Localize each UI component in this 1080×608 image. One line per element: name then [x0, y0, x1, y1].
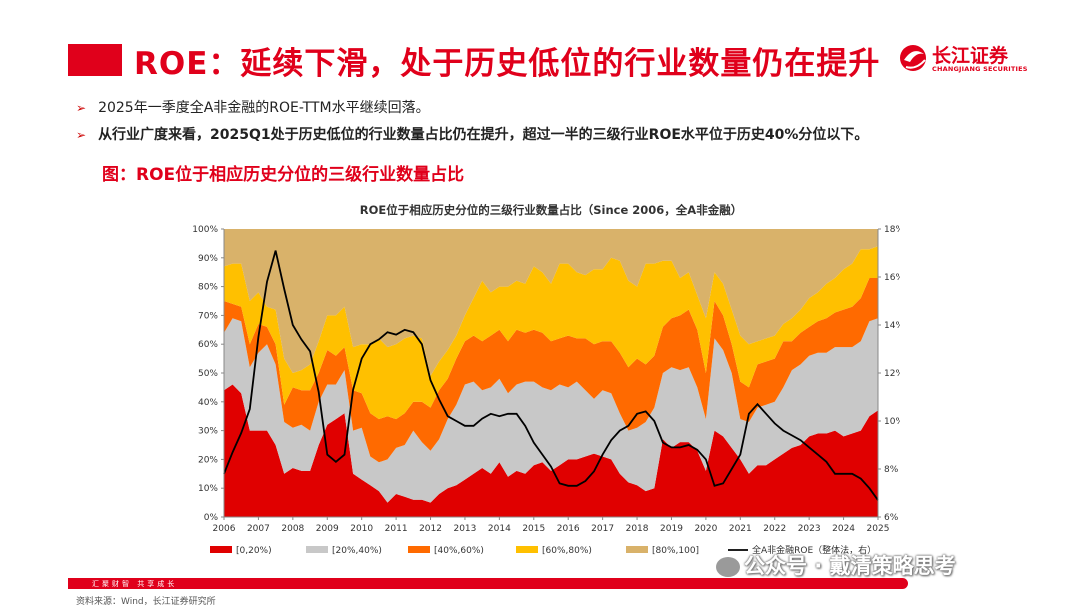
x-tick-label: 2022 [763, 524, 786, 534]
bullet-1: ➢ 2025年一季度全A非金融的ROE-TTM水平继续回落。 [76, 97, 430, 117]
legend-label-4: [60%,80%) [542, 546, 592, 556]
legend-swatch-5 [626, 546, 648, 553]
arrow-bullet-icon: ➢ [76, 101, 87, 115]
legend-label-line: 全A非金融ROE（整体法，右） [752, 544, 876, 556]
y-left-tick-label: 0% [204, 513, 219, 523]
figure-title: 图：ROE位于相应历史分位的三级行业数量占比 [102, 165, 465, 185]
source-note: 资料来源：Wind，长江证券研究所 [76, 597, 216, 607]
chart-title: ROE位于相应历史分位的三级行业数量占比（Since 2006，全A非金融） [360, 203, 742, 217]
y-left-tick-label: 50% [198, 369, 218, 379]
bullet-1-text: 2025年一季度全A非金融的ROE-TTM水平继续回落。 [98, 100, 430, 116]
watermark-text: 公众号 · 戴清策略思考 [744, 554, 956, 578]
area-series-4 [224, 246, 878, 420]
y-left-tick-label: 20% [198, 455, 218, 465]
y-right-tick-label: 12% [884, 369, 900, 379]
footer-slogan: 汇聚财智 共享成长 [92, 580, 178, 588]
watermark: 公众号 · 戴清策略思考 [716, 550, 956, 580]
title-accent-bar [68, 44, 122, 76]
x-tick-label: 2024 [832, 524, 855, 534]
x-tick-label: 2010 [350, 524, 373, 534]
y-right-tick-label: 6% [884, 513, 899, 523]
x-tick-label: 2012 [419, 524, 442, 534]
y-right-tick-label: 8% [884, 465, 899, 475]
legend-label-5: [80%,100] [652, 546, 699, 556]
legend-swatch-3 [408, 546, 430, 553]
x-tick-label: 2011 [385, 524, 408, 534]
x-tick-label: 2018 [626, 524, 649, 534]
logo-mark-icon [900, 45, 926, 71]
bullet-2-text: 从行业广度来看，2025Q1处于历史低位的行业数量占比仍在提升，超过一半的三级行… [98, 127, 869, 143]
y-left-tick-label: 30% [198, 427, 218, 437]
y-right-tick-label: 10% [884, 417, 900, 427]
y-left-tick-label: 100% [192, 225, 218, 235]
x-tick-label: 2006 [213, 524, 236, 534]
x-tick-label: 2008 [281, 524, 304, 534]
y-right-tick-label: 14% [884, 321, 900, 331]
y-left-tick-label: 10% [198, 484, 218, 494]
legend-swatch-1 [210, 546, 232, 553]
page-title: ROE：延续下滑，处于历史低位的行业数量仍在提升 [134, 46, 881, 82]
logo-text: 长江证券 [932, 45, 1009, 67]
wechat-icon [716, 557, 740, 577]
x-tick-label: 2025 [867, 524, 890, 534]
x-tick-label: 2020 [694, 524, 717, 534]
x-tick-label: 2017 [591, 524, 614, 534]
area-series-3 [224, 278, 878, 463]
y-right-tick-label: 18% [884, 225, 900, 235]
x-tick-label: 2013 [453, 524, 476, 534]
x-tick-label: 2019 [660, 524, 683, 534]
logo-subtext: CHANGJIANG SECURITIES [932, 65, 1028, 73]
y-left-tick-label: 60% [198, 340, 218, 350]
x-tick-label: 2021 [729, 524, 752, 534]
area-series-2 [224, 318, 878, 503]
y-right-tick-label: 16% [884, 273, 900, 283]
stacked-area-chart: ROE位于相应历史分位的三级行业数量占比（Since 2006，全A非金融） 20… [192, 203, 900, 556]
legend-swatch-4 [516, 546, 538, 553]
x-tick-label: 2016 [557, 524, 580, 534]
y-left-tick-label: 90% [198, 254, 218, 264]
x-tick-label: 2007 [247, 524, 270, 534]
arrow-bullet-icon: ➢ [76, 128, 87, 142]
legend-label-3: [40%,60%) [434, 546, 484, 556]
y-left-tick-label: 40% [198, 398, 218, 408]
x-tick-label: 2014 [488, 524, 511, 534]
footer-bar [68, 578, 908, 589]
y-left-tick-label: 70% [198, 311, 218, 321]
legend-label-2: [20%,40%) [332, 546, 382, 556]
legend-swatch-2 [306, 546, 328, 553]
legend-label-1: [0,20%) [236, 546, 272, 556]
company-logo: 长江证券 CHANGJIANG SECURITIES [898, 40, 1028, 80]
area-series-5 [224, 229, 878, 376]
bullet-2: ➢ 从行业广度来看，2025Q1处于历史低位的行业数量占比仍在提升，超过一半的三级… [76, 124, 868, 144]
y-left-tick-label: 80% [198, 283, 218, 293]
x-tick-label: 2015 [522, 524, 545, 534]
x-tick-label: 2009 [316, 524, 339, 534]
x-tick-label: 2023 [798, 524, 821, 534]
roe-line [223, 250, 879, 501]
